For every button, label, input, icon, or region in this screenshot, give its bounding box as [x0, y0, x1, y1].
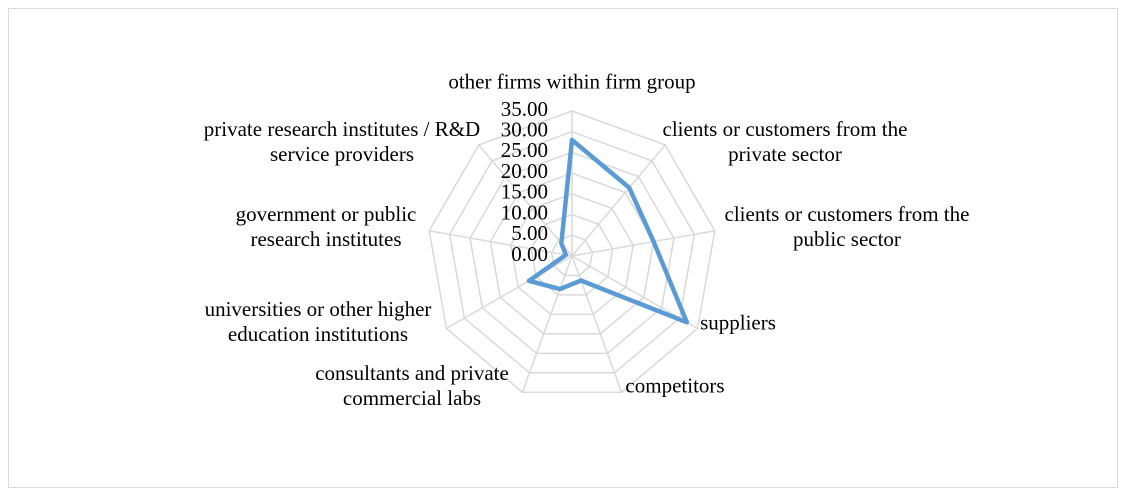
y-tick-label: 5.00 [511, 221, 548, 245]
grid-ring [550, 234, 594, 277]
category-label: universities or other higher education i… [204, 297, 432, 346]
y-tick-label: 10.00 [501, 200, 548, 224]
spoke [446, 255, 573, 330]
y-tick-label: 25.00 [501, 138, 548, 162]
y-tick-label: 15.00 [501, 180, 548, 204]
category-label: clients or customers from the private se… [662, 117, 908, 166]
category-label: consultants and private commercial labs [315, 361, 509, 410]
grid-ring [489, 172, 655, 335]
grid-ring [510, 193, 634, 316]
spoke [429, 230, 573, 257]
y-tick-label: 30.00 [501, 118, 548, 142]
spoke [571, 255, 623, 393]
spoke [571, 144, 666, 257]
spoke [478, 144, 573, 257]
grid-ring [428, 110, 716, 394]
category-label: other firms within firm group [448, 69, 696, 94]
y-tick-label: 20.00 [501, 159, 548, 183]
category-label: government or public research institutes [235, 202, 417, 251]
category-label: competitors [625, 373, 725, 398]
spoke [571, 230, 715, 257]
category-label: clients or customers from the public sec… [724, 202, 970, 251]
radar-line [526, 137, 690, 325]
chart-frame [8, 8, 1118, 488]
grid-ring [530, 213, 614, 296]
grid-ring [469, 151, 675, 355]
category-label: suppliers [700, 310, 776, 335]
y-tick-label: 0.00 [511, 242, 548, 266]
grid-ring [448, 130, 696, 374]
category-label: private research institutes / R&D servic… [203, 117, 481, 166]
y-tick-label: 35.00 [501, 97, 548, 121]
spoke [521, 255, 573, 393]
